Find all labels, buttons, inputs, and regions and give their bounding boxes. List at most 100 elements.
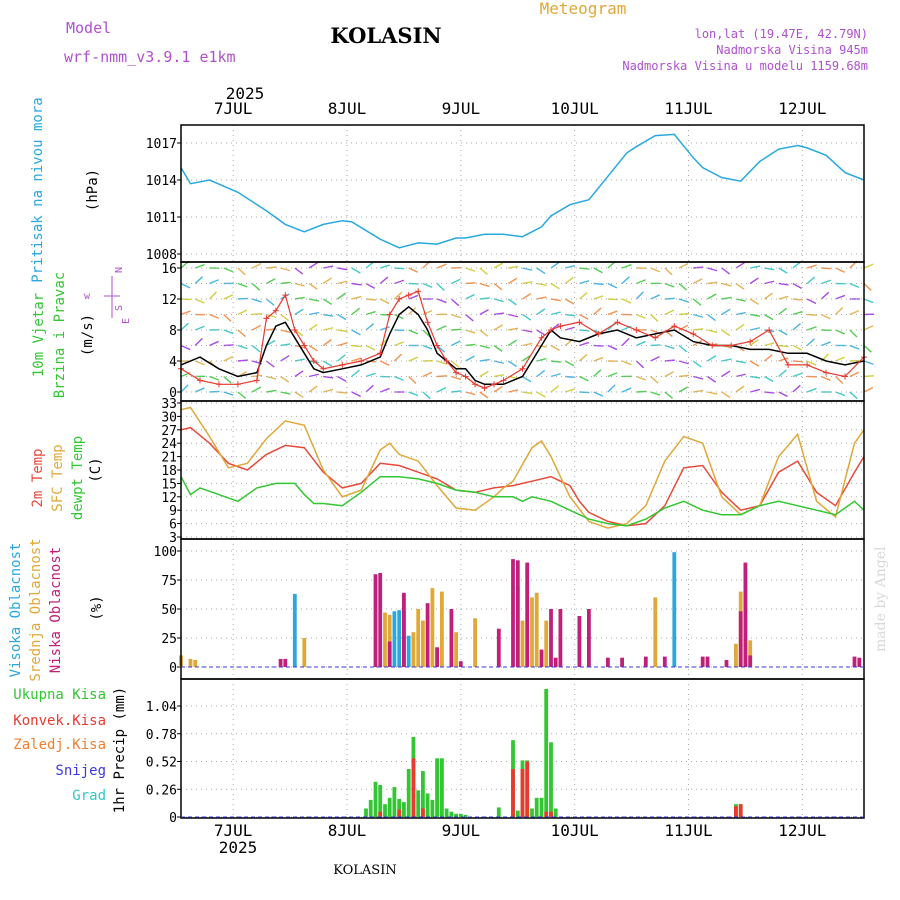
wind-arrow bbox=[365, 384, 374, 393]
wind-arrow bbox=[621, 337, 630, 346]
panel-pressure: 1008 1011 1014 1017 bbox=[146, 124, 865, 263]
clouds-ytick-label: 50 bbox=[161, 603, 177, 618]
wind-arrow bbox=[408, 307, 417, 316]
wind-arrow bbox=[763, 354, 773, 362]
wind-arrow bbox=[479, 267, 488, 275]
wind-arrow bbox=[323, 388, 334, 393]
wind-arrow bbox=[280, 375, 290, 383]
wind-arrow bbox=[578, 353, 588, 362]
wind-arrow bbox=[635, 291, 644, 300]
wind-arrow bbox=[308, 385, 318, 393]
clouds-bar-low bbox=[525, 562, 530, 667]
wind-arrow bbox=[180, 298, 192, 301]
clouds-bar-low bbox=[511, 559, 515, 667]
wind-arrow bbox=[693, 266, 704, 269]
precip-ytick-label: 1.04 bbox=[146, 700, 177, 715]
clouds-bar-mid bbox=[473, 618, 477, 667]
wind-arrow bbox=[322, 277, 332, 285]
wind-arrow bbox=[735, 262, 745, 269]
wind-arrow bbox=[322, 339, 332, 347]
wind-ytick-label: 16 bbox=[161, 262, 177, 277]
wind-arrow bbox=[550, 373, 561, 378]
wind-ytick-label: 4 bbox=[169, 355, 177, 370]
wind-arrow bbox=[308, 344, 318, 352]
wind-arrow bbox=[323, 375, 334, 379]
wind-gust-marker bbox=[396, 296, 403, 302]
precip-bar-total bbox=[425, 793, 430, 817]
precip-bar-conv bbox=[378, 811, 383, 817]
wind-arrow bbox=[180, 344, 191, 351]
wind-arrow bbox=[251, 386, 262, 393]
wind-arrow bbox=[522, 292, 532, 300]
wind-gust-marker bbox=[282, 292, 289, 299]
precip-bar-conv bbox=[544, 811, 549, 817]
precip-bar-total bbox=[435, 758, 439, 817]
temperature-ytick-label: 6 bbox=[169, 518, 177, 533]
wind-arrow bbox=[436, 325, 447, 331]
footer-station: KOLASIN bbox=[333, 863, 396, 878]
wind-arrow bbox=[721, 308, 731, 316]
precip-bar-total bbox=[397, 798, 402, 817]
wind-arrow bbox=[422, 344, 433, 350]
wind-gust-marker bbox=[709, 342, 716, 349]
wind-arrow bbox=[493, 262, 504, 269]
wind-gust-marker bbox=[339, 361, 346, 368]
wind-arrow bbox=[450, 360, 460, 368]
wind-arrow bbox=[451, 278, 461, 285]
year-label-bottom: 2025 bbox=[219, 838, 258, 857]
wind-arrow bbox=[323, 313, 334, 317]
date-label-top: 10JUL bbox=[551, 99, 599, 118]
wind-gust-marker bbox=[804, 361, 811, 368]
wind-arrow bbox=[820, 291, 830, 300]
precip-bar-total bbox=[383, 804, 387, 817]
wind-gust-marker bbox=[405, 292, 412, 299]
wind-arrow bbox=[721, 358, 732, 362]
wind-arrow bbox=[550, 282, 560, 290]
low-cloud-label: Niska Oblacnost bbox=[48, 547, 64, 673]
precip-bar-conv bbox=[734, 806, 738, 817]
precip-ytick-label: 0.26 bbox=[146, 783, 177, 798]
wind-arrow bbox=[735, 298, 746, 302]
wind-gust-marker bbox=[823, 369, 830, 376]
clouds-axis-labels: Visoka Oblacnost Srednja Oblacnost Niska… bbox=[8, 538, 105, 681]
wind-arrow bbox=[678, 262, 689, 269]
wind-arrow bbox=[280, 281, 291, 285]
clouds-ytick-label: 0 bbox=[169, 661, 177, 676]
clouds-ytick-label: 25 bbox=[161, 632, 177, 647]
precip-bar-total bbox=[549, 742, 553, 817]
temperature-ytick-label: 18 bbox=[161, 464, 177, 479]
wind-arrow bbox=[422, 282, 433, 289]
temperature-ytick-label: 12 bbox=[161, 491, 177, 506]
temperature-ytick-label: 15 bbox=[161, 477, 177, 492]
wind-arrow bbox=[579, 313, 589, 320]
wind-gust-marker bbox=[196, 377, 203, 384]
wind-arrow bbox=[294, 391, 304, 399]
wind-arrow bbox=[707, 281, 718, 285]
model-name: wrf-nmm_v3.9.1 e1km bbox=[64, 48, 236, 66]
wind-arrow bbox=[436, 282, 445, 291]
wind-arrow bbox=[194, 276, 204, 285]
wind-arrow bbox=[749, 360, 760, 367]
precip-bar-total bbox=[440, 758, 444, 817]
wind-arrow bbox=[223, 313, 232, 322]
wind-arrow bbox=[323, 265, 334, 269]
clouds-bar-low bbox=[700, 656, 705, 667]
wind-arrow bbox=[322, 298, 333, 306]
wind-arrow bbox=[194, 325, 205, 331]
wind-arrow bbox=[493, 324, 503, 331]
wind-arrow bbox=[806, 360, 817, 366]
wind-arrow bbox=[664, 391, 674, 399]
clouds-bar-mid bbox=[530, 597, 534, 667]
wind-arrow bbox=[707, 313, 716, 322]
wind-arrow bbox=[422, 329, 431, 338]
wind-arrow bbox=[636, 313, 646, 319]
wind-arrow bbox=[266, 313, 277, 318]
precip-bar-total bbox=[387, 797, 392, 817]
wind-arrow bbox=[650, 391, 661, 396]
temperature-unit: (C) bbox=[88, 457, 104, 482]
wind-arrow bbox=[835, 391, 846, 397]
wind-arrow bbox=[365, 298, 376, 301]
wind-arrow bbox=[280, 343, 291, 347]
wind-arrow bbox=[308, 323, 318, 331]
wind-gust-marker bbox=[690, 330, 697, 337]
